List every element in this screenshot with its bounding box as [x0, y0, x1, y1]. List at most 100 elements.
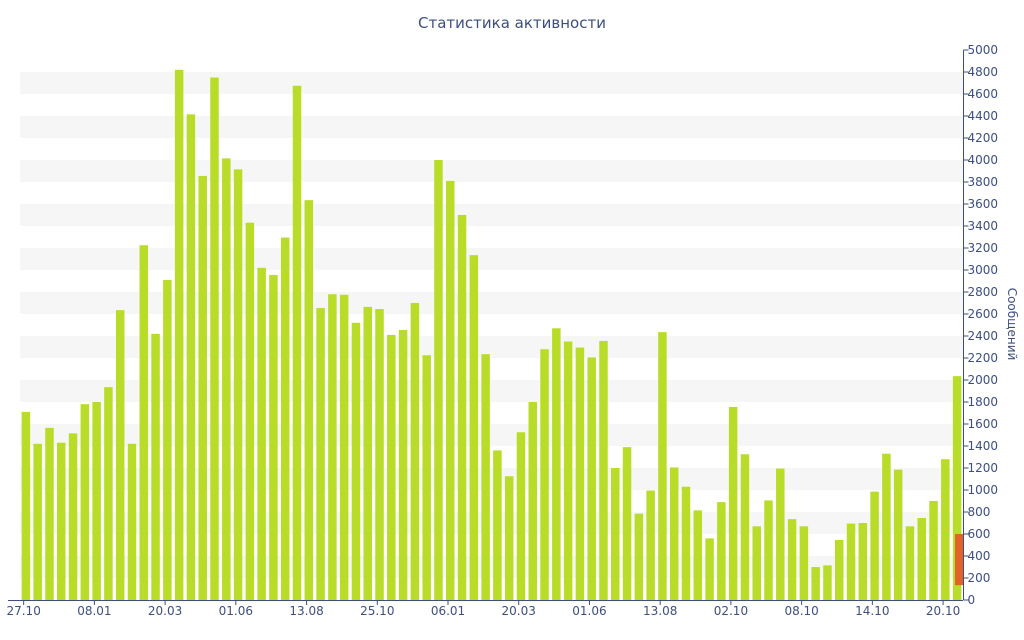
y-tick-label: 0 [968, 593, 976, 607]
bar [634, 513, 644, 600]
y-axis: 0 200 400 600 800 1000 1200 1400 1600 1800 2000 220… [963, 43, 999, 607]
bar [115, 310, 125, 600]
bar [186, 114, 196, 600]
y-tick-label: 4800 [968, 65, 999, 79]
y-tick-label: 3200 [968, 241, 999, 255]
bar [457, 215, 467, 600]
grid-band [20, 468, 963, 490]
bar [776, 468, 785, 600]
bar [481, 354, 490, 600]
bar [752, 526, 761, 600]
bar [669, 467, 679, 600]
bar [339, 294, 349, 600]
grid-band [20, 160, 963, 182]
bar [351, 322, 361, 600]
bar [858, 523, 868, 600]
bar [292, 85, 302, 600]
y-tick-label: 1800 [968, 395, 999, 409]
y-axis-label: Сообщений [1005, 288, 1019, 361]
bar [174, 69, 184, 601]
bar [622, 447, 632, 600]
bar [163, 279, 172, 600]
grid-band [20, 292, 963, 314]
bar [764, 500, 773, 600]
bar [717, 502, 726, 600]
bar [316, 307, 325, 600]
grid-band [20, 556, 963, 578]
bar [469, 255, 479, 600]
y-tick-label: 2400 [968, 329, 999, 343]
x-tick-label: 06.01 [431, 604, 465, 618]
grid-band [20, 116, 963, 138]
bar [941, 459, 950, 600]
bar [269, 274, 278, 600]
bar [210, 77, 219, 600]
bar [952, 376, 962, 600]
bar [882, 453, 891, 600]
grid-band [20, 380, 963, 402]
grid-band [20, 336, 963, 358]
bar [151, 333, 160, 600]
x-tick-label: 25.10 [360, 604, 394, 618]
y-tick-label: 4000 [968, 153, 999, 167]
bar [658, 332, 667, 600]
bar [363, 306, 372, 600]
x-tick-label: 01.06 [219, 604, 253, 618]
grid-band [20, 204, 963, 226]
bar [811, 567, 820, 600]
bar [728, 406, 738, 600]
x-tick-label: 02.10 [714, 604, 748, 618]
chart-title: Статистика активности [418, 14, 606, 32]
y-tick-label: 4600 [968, 87, 999, 101]
current-period-bar [955, 534, 963, 586]
bar [528, 402, 537, 600]
bar [387, 334, 396, 600]
bar [787, 519, 797, 600]
bar [446, 180, 455, 600]
bar [834, 540, 844, 600]
y-tick-label: 600 [968, 527, 991, 541]
bar [799, 526, 809, 600]
y-tick-label: 2200 [968, 351, 999, 365]
bar [198, 175, 207, 600]
grid-band [20, 512, 963, 534]
bar [893, 469, 903, 600]
bar [127, 443, 137, 600]
y-tick-label: 2000 [968, 373, 999, 387]
bar [611, 468, 620, 600]
bar [917, 518, 926, 600]
bar [575, 347, 585, 600]
bar [516, 432, 526, 600]
bar [587, 357, 596, 600]
bar [599, 340, 608, 600]
bar [929, 501, 938, 600]
bar [222, 158, 231, 600]
x-tick-label: 20.03 [502, 604, 536, 618]
y-tick-label: 1000 [968, 483, 999, 497]
x-tick-label: 20.03 [148, 604, 182, 618]
bar [233, 169, 243, 600]
bar [422, 355, 431, 600]
y-tick-label: 200 [968, 571, 991, 585]
bar [80, 404, 90, 600]
bar [328, 294, 337, 600]
bar [540, 349, 549, 600]
grid-band [20, 72, 963, 94]
bar [57, 442, 66, 600]
bar [245, 222, 255, 600]
bar [905, 526, 915, 600]
bar [434, 160, 443, 600]
y-tick-label: 3400 [968, 219, 999, 233]
bar [740, 454, 750, 600]
highlight-bar [955, 534, 963, 586]
bar [493, 450, 502, 600]
bar [304, 200, 314, 600]
x-axis: 27.10 08.01 20.03 01.06 13.08 25.10 06.01 20.03… [6, 600, 963, 618]
bar [646, 490, 655, 600]
y-tick-label: 5000 [968, 43, 999, 57]
x-tick-label: 20.10 [926, 604, 960, 618]
x-tick-label: 08.10 [784, 604, 818, 618]
bar [33, 443, 42, 600]
bar [681, 486, 691, 600]
